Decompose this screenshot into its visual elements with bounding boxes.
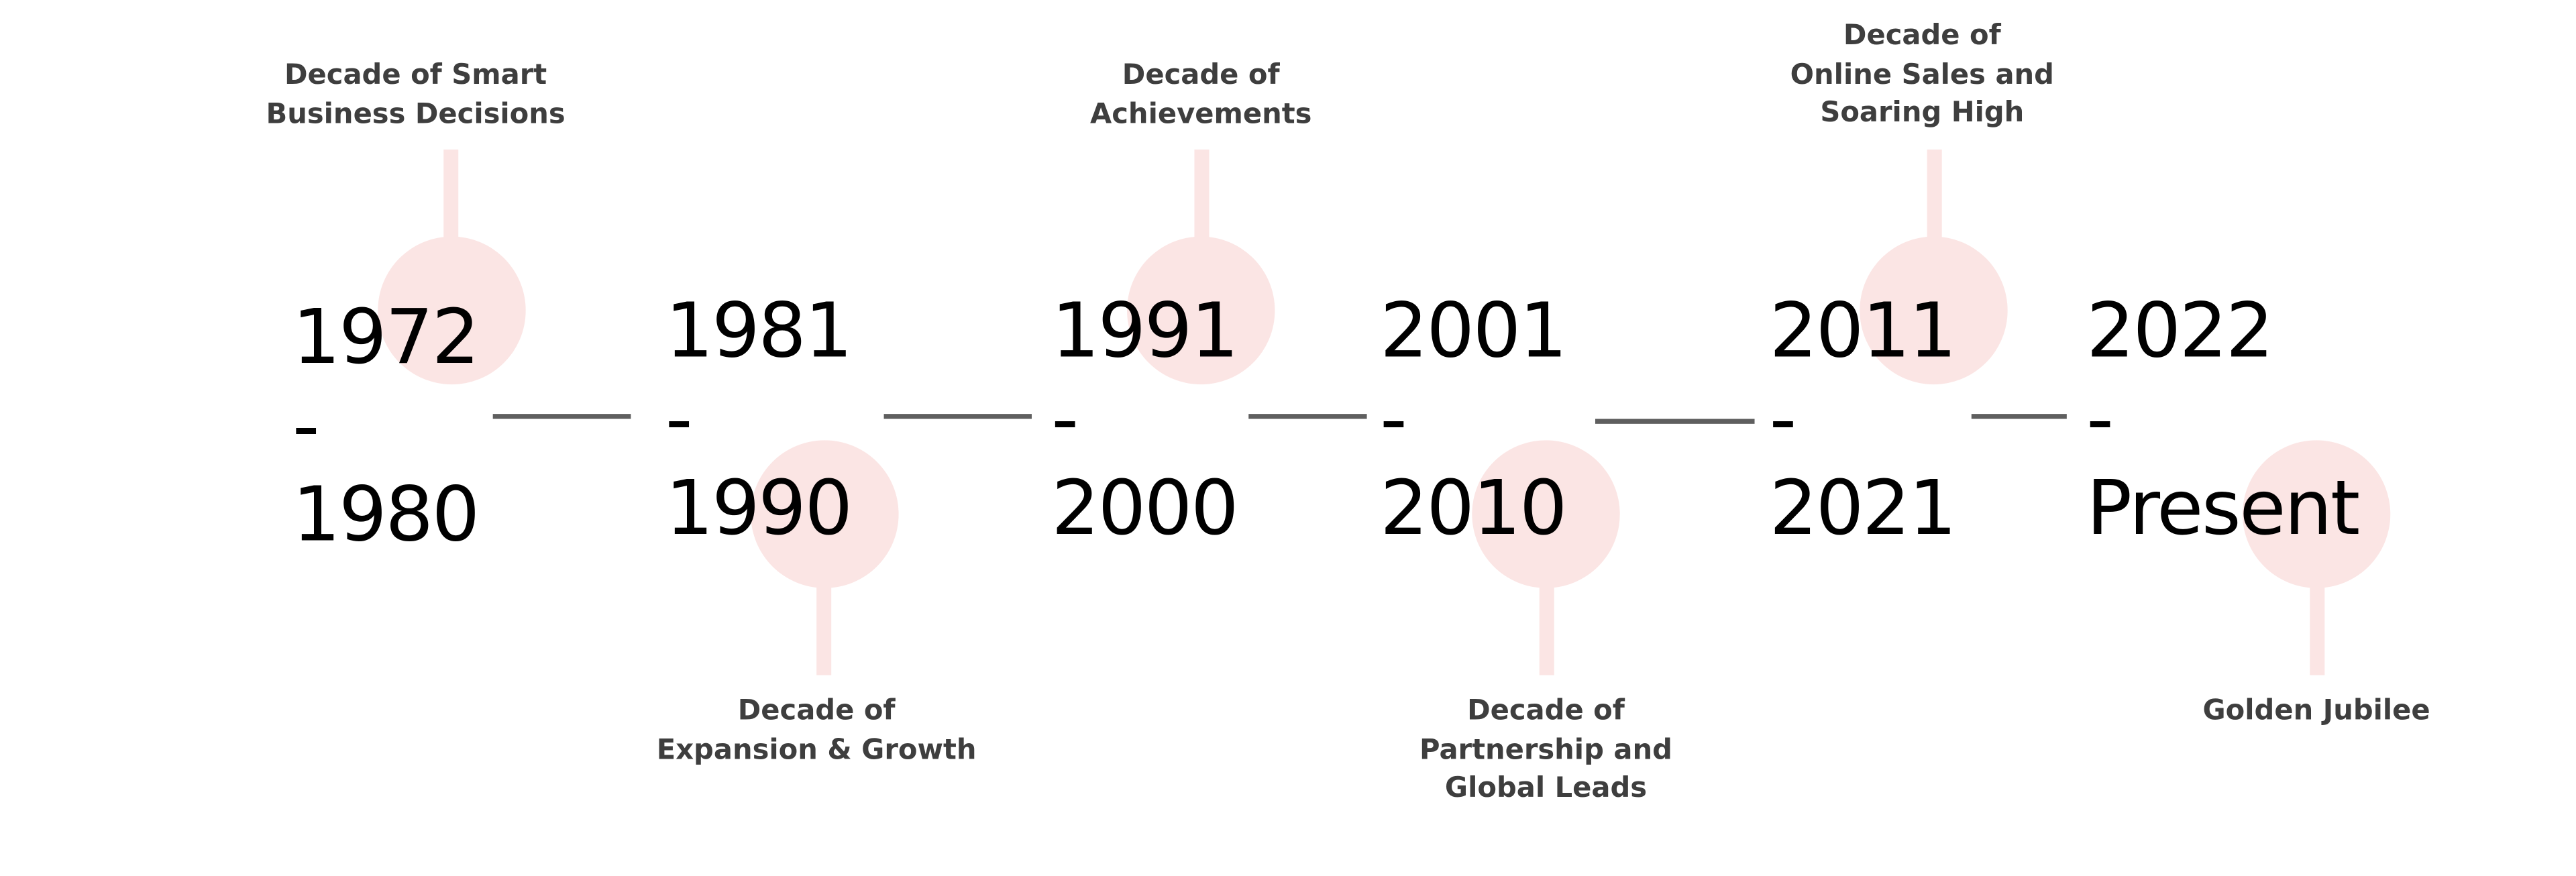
milestone-label: Decade of Online Sales and Soaring High	[1790, 19, 2055, 130]
milestone-label: Decade of Partnership and Global Leads	[1419, 694, 1672, 806]
year-separator: -	[1051, 374, 1079, 463]
milestone-years: 1991 - 2000	[1051, 286, 1238, 552]
year-end: 2010	[1380, 463, 1567, 552]
marker-circle	[1127, 236, 1275, 385]
connector-line	[1971, 414, 2067, 419]
year-separator: -	[292, 381, 320, 470]
marker-circle	[751, 440, 899, 588]
year-separator: -	[1769, 374, 1797, 463]
marker-stick	[816, 575, 832, 675]
year-start: 2011	[1769, 286, 1957, 375]
connector-line	[1248, 414, 1367, 419]
milestone-years: 2022 - Present	[2086, 286, 2360, 552]
year-start: 2001	[1380, 286, 1567, 375]
milestone-years: 1981 - 1990	[665, 286, 853, 552]
milestone-label: Decade of Smart Business Decisions	[266, 59, 566, 131]
year-start: 2022	[2086, 286, 2273, 375]
year-end: 2000	[1051, 463, 1238, 552]
marker-circle	[1472, 440, 1620, 588]
connector-line	[492, 414, 631, 419]
milestone-label: Golden Jubilee	[2202, 694, 2430, 728]
marker-stick	[443, 149, 459, 242]
year-start: 1972	[292, 292, 480, 382]
milestone-label: Decade of Achievements	[1090, 59, 1312, 131]
marker-circle	[1860, 236, 2008, 385]
year-separator: -	[2086, 374, 2114, 463]
connector-line	[1595, 419, 1755, 424]
marker-circle	[378, 236, 526, 385]
marker-stick	[1927, 149, 1942, 242]
milestone-years: 1972 - 1980	[292, 292, 480, 559]
milestone-years: 2001 - 2010	[1380, 286, 1567, 552]
marker-stick	[2310, 575, 2325, 675]
year-separator: -	[665, 374, 693, 463]
year-end: 1990	[665, 463, 853, 552]
year-separator: -	[1380, 374, 1407, 463]
year-end: 1980	[292, 470, 480, 559]
year-end: Present	[2086, 463, 2360, 552]
year-end: 2021	[1769, 463, 1957, 552]
milestone-label: Decade of Expansion & Growth	[656, 694, 977, 767]
year-start: 1991	[1051, 286, 1238, 375]
marker-circle	[2242, 440, 2391, 588]
marker-stick	[1539, 575, 1554, 675]
marker-stick	[1194, 149, 1210, 242]
milestone-years: 2011 - 2021	[1769, 286, 1957, 552]
year-start: 1981	[665, 286, 853, 375]
connector-line	[883, 414, 1032, 419]
